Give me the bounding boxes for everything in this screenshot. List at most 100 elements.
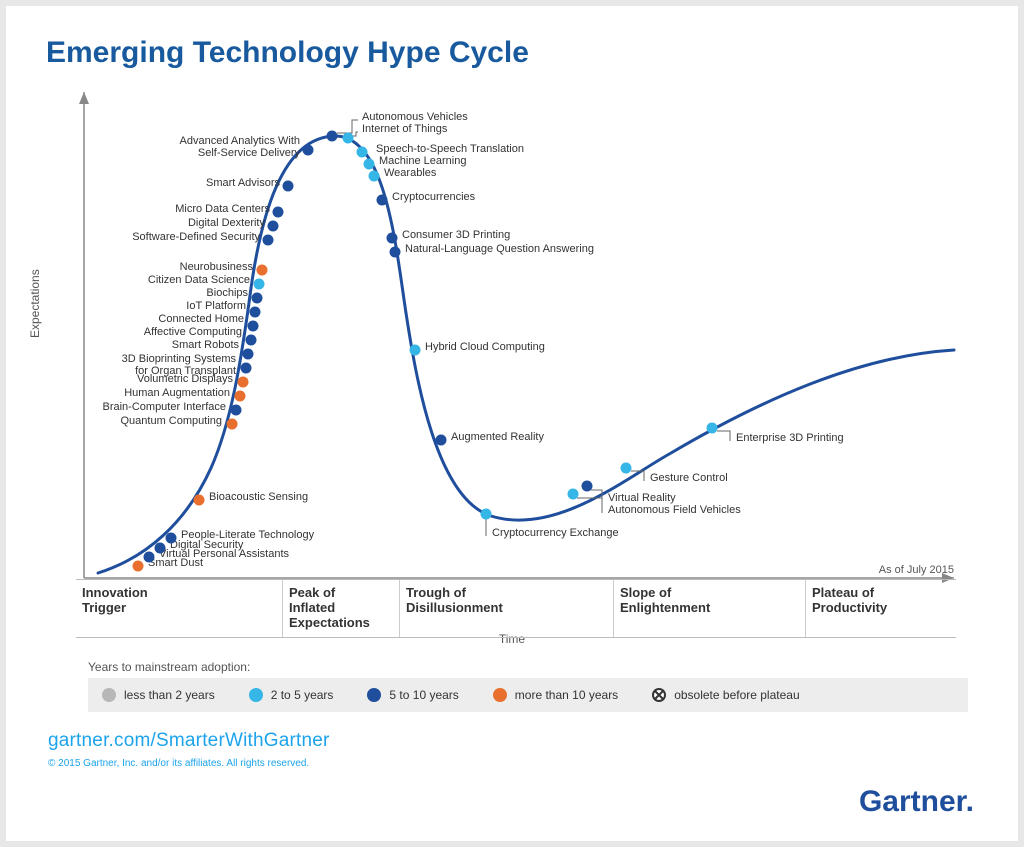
gartner-logo: Gartner.	[859, 785, 974, 819]
data-point-label: Digital Dexterity	[188, 218, 265, 230]
phase-label: Trough ofDisillusionment	[400, 580, 614, 637]
data-point-label: Internet of Things	[362, 124, 447, 136]
chart-title: Emerging Technology Hype Cycle	[46, 36, 978, 70]
data-point	[231, 405, 242, 416]
legend-label: 2 to 5 years	[271, 688, 334, 702]
chart-area: Expectations Smart DustVirtual Personal …	[36, 78, 966, 638]
legend-label: more than 10 years	[515, 688, 618, 702]
data-point-label: Cryptocurrency Exchange	[492, 528, 619, 540]
data-point-label: Wearables	[384, 168, 436, 180]
data-point-label: Brain-Computer Interface	[103, 402, 227, 414]
data-point	[273, 207, 284, 218]
data-point	[250, 307, 261, 318]
data-point	[327, 131, 338, 142]
legend-item: obsolete before plateau	[652, 688, 799, 702]
data-point-label: Quantum Computing	[121, 416, 223, 428]
data-point	[235, 391, 246, 402]
data-point-label: Cryptocurrencies	[392, 192, 475, 204]
phase-label: Slope ofEnlightenment	[614, 580, 806, 637]
data-point-label: Machine Learning	[379, 156, 466, 168]
data-point-label: Software-Defined Security	[132, 232, 260, 244]
phase-label: InnovationTrigger	[76, 580, 283, 637]
data-point-label: Smart Advisors	[206, 178, 280, 190]
data-point	[387, 233, 398, 244]
legend-swatch	[493, 688, 507, 702]
data-point-label: Biochips	[206, 288, 248, 300]
data-point	[582, 481, 593, 492]
legend-swatch	[367, 688, 381, 702]
data-point	[410, 345, 421, 356]
legend-swatch	[102, 688, 116, 702]
copyright: © 2015 Gartner, Inc. and/or its affiliat…	[48, 758, 978, 769]
data-point-label: 3D Bioprinting Systemsfor Organ Transpla…	[122, 354, 236, 377]
legend-label: 5 to 10 years	[389, 688, 458, 702]
data-point-label: People-Literate Technology	[181, 530, 314, 542]
data-point	[252, 293, 263, 304]
data-point	[377, 195, 388, 206]
data-point	[268, 221, 279, 232]
data-point	[436, 435, 447, 446]
data-point	[364, 159, 375, 170]
data-point-label: Autonomous Vehicles	[362, 112, 468, 124]
data-point	[166, 533, 177, 544]
data-point-label: Hybrid Cloud Computing	[425, 342, 545, 354]
data-point-label: Micro Data Centers	[175, 204, 270, 216]
data-point	[357, 147, 368, 158]
legend-item: more than 10 years	[493, 688, 618, 702]
data-point-label: Connected Home	[158, 314, 244, 326]
footer: gartner.com/SmarterWithGartner © 2015 Ga…	[48, 730, 978, 769]
data-point	[343, 133, 354, 144]
data-point-label: Augmented Reality	[451, 432, 544, 444]
data-point	[243, 349, 254, 360]
data-point	[155, 543, 166, 554]
legend-label: less than 2 years	[124, 688, 215, 702]
data-point	[144, 552, 155, 563]
data-point-label: IoT Platform	[186, 301, 246, 313]
legend-swatch	[249, 688, 263, 702]
legend-label: obsolete before plateau	[674, 688, 799, 702]
phase-label: Peak ofInflatedExpectations	[283, 580, 400, 637]
data-point	[241, 363, 252, 374]
data-point-label: Gesture Control	[650, 473, 728, 485]
legend-swatch	[652, 688, 666, 702]
phase-label: Plateau ofProductivity	[806, 580, 956, 637]
data-point-label: Affective Computing	[144, 327, 242, 339]
data-point	[248, 321, 259, 332]
data-point	[390, 247, 401, 258]
source-link[interactable]: gartner.com/SmarterWithGartner	[48, 730, 978, 752]
data-point-label: Citizen Data Science	[148, 275, 250, 287]
data-point-label: Virtual Reality	[608, 493, 676, 505]
data-point-label: Smart Robots	[172, 340, 239, 352]
data-point	[283, 181, 294, 192]
legend-item: 5 to 10 years	[367, 688, 458, 702]
data-point	[263, 235, 274, 246]
hype-cycle-figure: Emerging Technology Hype Cycle Expectati…	[0, 0, 1024, 847]
phase-labels: InnovationTriggerPeak ofInflatedExpectat…	[76, 579, 956, 638]
data-point-label: Enterprise 3D Printing	[736, 433, 844, 445]
data-point-label: Natural-Language Question Answering	[405, 244, 594, 256]
data-point	[369, 171, 380, 182]
legend-title: Years to mainstream adoption:	[88, 660, 978, 674]
legend: less than 2 years 2 to 5 years 5 to 10 yea…	[88, 678, 968, 712]
legend-item: 2 to 5 years	[249, 688, 334, 702]
data-point	[257, 265, 268, 276]
data-point	[254, 279, 265, 290]
data-point	[621, 463, 632, 474]
data-point-label: Speech-to-Speech Translation	[376, 144, 524, 156]
data-point-label: Consumer 3D Printing	[402, 230, 510, 242]
data-point	[568, 489, 579, 500]
data-point-label: Human Augmentation	[124, 388, 230, 400]
data-point-label: Digital Security	[170, 540, 243, 552]
data-point	[227, 419, 238, 430]
data-point	[238, 377, 249, 388]
legend-item: less than 2 years	[102, 688, 215, 702]
data-point	[246, 335, 257, 346]
data-point	[303, 145, 314, 156]
data-point-label: Bioacoustic Sensing	[209, 492, 308, 504]
data-point	[481, 509, 492, 520]
data-point-label: Advanced Analytics WithSelf-Service Deli…	[180, 136, 300, 159]
as-of-note: As of July 2015	[879, 564, 954, 576]
data-point	[707, 423, 718, 434]
data-point	[133, 561, 144, 572]
data-point	[194, 495, 205, 506]
